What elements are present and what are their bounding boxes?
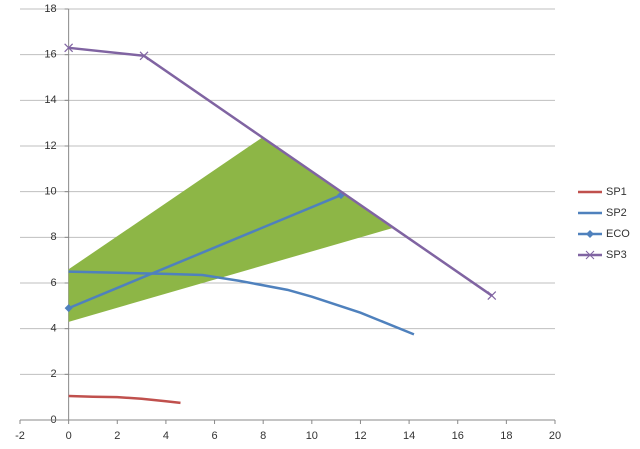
x-tick-label: 10 (306, 430, 318, 442)
x-tick-label: -2 (15, 430, 25, 442)
y-tick-label: 6 (51, 277, 57, 289)
x-tick-label: 4 (163, 430, 169, 442)
y-tick-label: 8 (51, 231, 57, 243)
series-line (68, 394, 181, 405)
y-tick-label: 4 (51, 323, 57, 335)
y-tick-label: 2 (51, 368, 57, 380)
x-tick-label: 8 (260, 430, 266, 442)
y-tick-label: 18 (44, 3, 56, 15)
x-tick-label: 12 (354, 430, 366, 442)
x-tick-label: 6 (211, 430, 217, 442)
marker (487, 291, 497, 300)
series-line (68, 193, 342, 310)
legend-marker (586, 230, 594, 238)
legend-label: SP3 (606, 249, 627, 261)
x-tick-label: 2 (114, 430, 120, 442)
y-tick-label: 12 (44, 140, 56, 152)
marker (64, 43, 74, 53)
x-tick-label: 18 (500, 430, 512, 442)
x-tick-label: 14 (403, 430, 415, 442)
legend-label: ECO (606, 228, 630, 240)
x-tick-label: 0 (66, 430, 72, 442)
y-tick-label: 10 (44, 186, 56, 198)
marker (139, 51, 149, 61)
shaded-region (68, 136, 393, 322)
x-tick-label: 20 (549, 430, 561, 442)
legend-label: SP2 (606, 207, 627, 219)
y-tick-label: 14 (44, 94, 56, 106)
marker (64, 304, 73, 313)
legend-label: SP1 (606, 186, 627, 198)
legend-marker (585, 250, 595, 260)
x-tick-label: 16 (452, 430, 464, 442)
y-tick-label: 16 (44, 49, 56, 61)
series-line (68, 270, 415, 336)
